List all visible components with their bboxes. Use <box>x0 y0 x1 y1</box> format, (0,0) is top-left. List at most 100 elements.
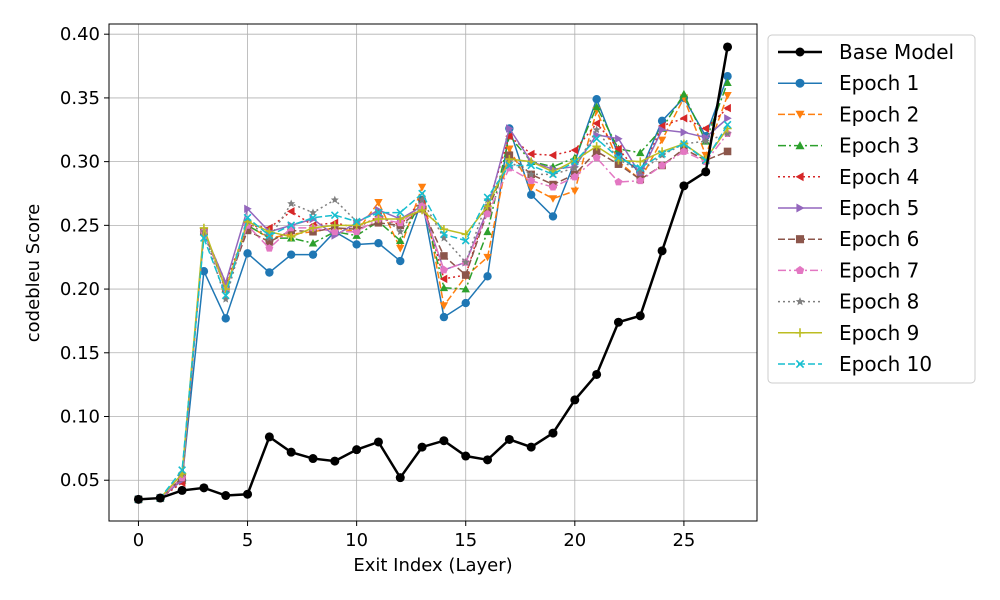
x-axis-title: Exit Index (Layer) <box>353 555 512 576</box>
data-point-epoch-4 <box>614 144 622 154</box>
legend-marker <box>795 141 805 150</box>
data-point-epoch-5 <box>506 124 514 133</box>
legend-marker <box>795 328 805 338</box>
data-point-epoch-2 <box>439 302 449 310</box>
data-point-epoch-10 <box>374 208 383 217</box>
data-point-epoch-7 <box>570 172 579 181</box>
data-point-epoch-3 <box>483 227 492 236</box>
y-tick-label: 0.15 <box>60 343 100 364</box>
y-tick-label: 0.10 <box>60 407 100 428</box>
data-point-epoch-6 <box>461 271 470 279</box>
series-line-epoch-3 <box>138 82 729 501</box>
y-tick-label: 0.25 <box>60 215 100 236</box>
data-point-epoch-2 <box>417 183 427 192</box>
data-point-epoch-1 <box>723 72 732 81</box>
legend-label: Epoch 4 <box>839 165 919 189</box>
data-point-epoch-7 <box>352 227 361 236</box>
data-point-epoch-10 <box>243 213 252 222</box>
data-point-epoch-3 <box>439 283 449 292</box>
data-point-epoch-4 <box>657 121 666 131</box>
legend-label: Epoch 5 <box>839 196 919 220</box>
data-point-epoch-8 <box>570 163 579 172</box>
data-point-epoch-1 <box>352 240 361 249</box>
data-point-base-model <box>177 485 187 495</box>
legend-marker <box>795 47 805 57</box>
data-point-base-model <box>330 456 340 466</box>
data-point-epoch-5 <box>244 204 252 213</box>
data-point-epoch-10 <box>549 170 557 179</box>
series-base-model <box>133 42 733 504</box>
data-point-epoch-10 <box>439 230 448 239</box>
data-point-epoch-10 <box>570 157 579 166</box>
data-point-epoch-4 <box>505 131 513 141</box>
data-point-base-model <box>264 432 274 442</box>
data-point-epoch-6 <box>440 252 448 260</box>
data-point-epoch-7 <box>265 244 274 252</box>
data-point-epoch-10 <box>178 466 187 474</box>
data-point-epoch-6 <box>243 226 252 235</box>
data-point-epoch-9 <box>505 154 514 164</box>
data-point-base-model <box>243 489 253 499</box>
data-point-epoch-1 <box>308 250 318 259</box>
data-point-base-model <box>133 494 143 504</box>
plot-frame <box>108 23 758 522</box>
data-point-epoch-7 <box>527 176 536 185</box>
data-point-epoch-6 <box>265 238 274 246</box>
data-point-epoch-4 <box>286 207 295 216</box>
data-point-epoch-8 <box>309 208 317 217</box>
data-point-base-model <box>701 167 711 177</box>
data-point-epoch-10 <box>265 231 274 240</box>
legend-label: Epoch 10 <box>839 352 932 376</box>
data-point-epoch-4 <box>439 274 448 284</box>
data-point-base-model <box>548 428 558 438</box>
data-point-epoch-8 <box>461 258 470 266</box>
data-point-epoch-1 <box>265 268 274 277</box>
data-point-epoch-10 <box>418 189 427 198</box>
data-point-epoch-9 <box>570 156 580 165</box>
x-tick-label: 20 <box>563 530 586 551</box>
data-point-base-model <box>570 395 580 405</box>
data-point-epoch-3 <box>679 89 689 98</box>
legend-item-epoch-5: Epoch 5 <box>778 196 919 220</box>
data-point-epoch-3 <box>396 236 405 245</box>
data-point-epoch-8 <box>330 195 339 204</box>
data-point-epoch-8 <box>439 233 448 242</box>
data-point-base-model <box>461 451 471 461</box>
x-axis-ticks: 0 5 10 15 20 25 <box>133 521 695 551</box>
legend-item-epoch-9: Epoch 9 <box>778 321 919 345</box>
data-point-epoch-2 <box>483 253 492 262</box>
y-tick-label: 0.05 <box>60 470 100 491</box>
legend-label: Epoch 9 <box>839 321 919 345</box>
legend-item-epoch-10: Epoch 10 <box>778 352 932 376</box>
data-point-epoch-5 <box>702 133 710 142</box>
data-point-epoch-4 <box>548 151 557 160</box>
data-point-base-model <box>592 369 602 379</box>
data-point-epoch-1 <box>483 272 492 281</box>
data-point-epoch-5 <box>615 134 623 143</box>
legend-item-epoch-8: Epoch 8 <box>778 290 919 314</box>
data-point-epoch-2 <box>570 187 580 196</box>
data-point-base-model <box>483 455 493 465</box>
data-point-epoch-9 <box>286 232 296 242</box>
data-point-base-model <box>657 246 667 256</box>
y-tick-label: 0.20 <box>60 279 100 300</box>
data-point-epoch-7 <box>592 153 601 162</box>
data-point-epoch-10 <box>614 153 623 162</box>
data-point-epoch-10 <box>221 291 230 300</box>
data-point-base-model <box>155 493 165 503</box>
data-point-epoch-9 <box>417 205 427 215</box>
legend-label: Base Model <box>839 40 954 64</box>
legend-marker <box>795 265 805 275</box>
series-line-epoch-6 <box>138 148 728 501</box>
data-point-epoch-10 <box>287 221 296 230</box>
data-point-epoch-6 <box>723 147 732 156</box>
x-tick-label: 25 <box>672 530 695 551</box>
data-point-epoch-8 <box>592 125 601 134</box>
data-point-epoch-3 <box>461 284 470 293</box>
data-point-epoch-7 <box>614 177 623 186</box>
data-point-epoch-7 <box>679 147 688 155</box>
legend-marker <box>795 235 805 244</box>
data-point-epoch-1 <box>548 212 558 221</box>
data-point-base-model <box>417 442 427 452</box>
data-point-epoch-3 <box>308 238 318 247</box>
